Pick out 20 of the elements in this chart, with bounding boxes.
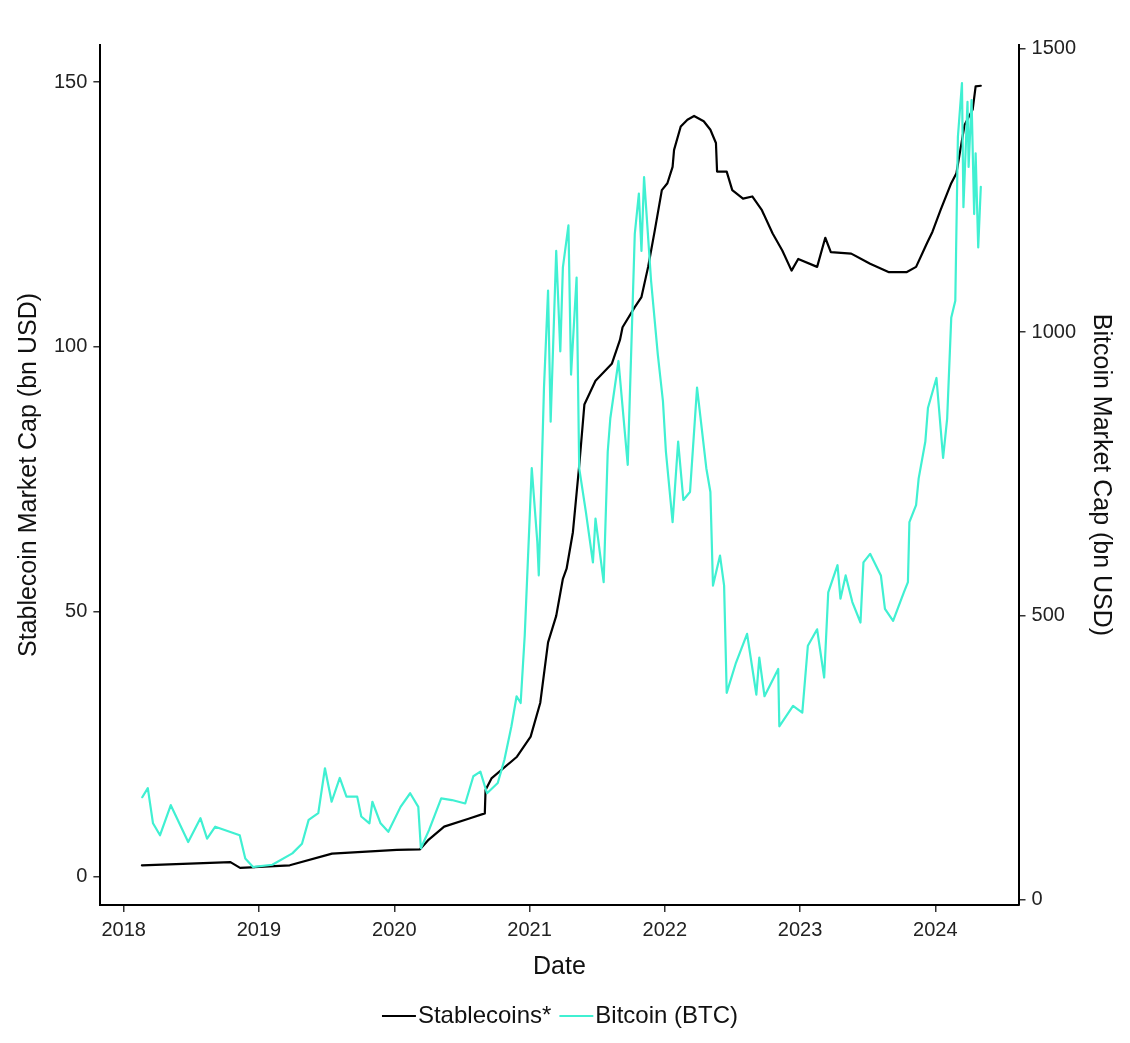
y-tick-label: 150 xyxy=(53,69,88,92)
legend-label: Bitcoin (BTC) xyxy=(595,1000,739,1028)
x-tick-label: 2018 xyxy=(101,917,146,940)
x-axis-title: Date xyxy=(533,950,586,979)
x-tick-label: 2020 xyxy=(372,917,417,940)
x-tick-label: 2022 xyxy=(642,917,688,940)
y-tick-label: 0 xyxy=(76,863,88,886)
x-tick-label: 2024 xyxy=(913,917,958,940)
y2-axis-title: Bitcoin Market Cap (bn USD) xyxy=(1089,313,1118,637)
y2-tick-label: 500 xyxy=(1031,603,1065,626)
y2-tick-label: 1500 xyxy=(1031,35,1077,58)
y2-tick-label: 1000 xyxy=(1031,319,1077,342)
legend-label: Stablecoins* xyxy=(417,1000,552,1028)
y2-tick-label: 0 xyxy=(1031,886,1043,909)
x-tick-label: 2021 xyxy=(507,917,552,940)
x-tick-label: 2023 xyxy=(777,917,823,940)
y-tick-label: 50 xyxy=(65,599,88,622)
y-tick-label: 100 xyxy=(53,334,88,357)
x-tick-label: 2019 xyxy=(236,917,282,940)
y-axis-title: Stablecoin Market Cap (bn USD) xyxy=(12,292,41,658)
